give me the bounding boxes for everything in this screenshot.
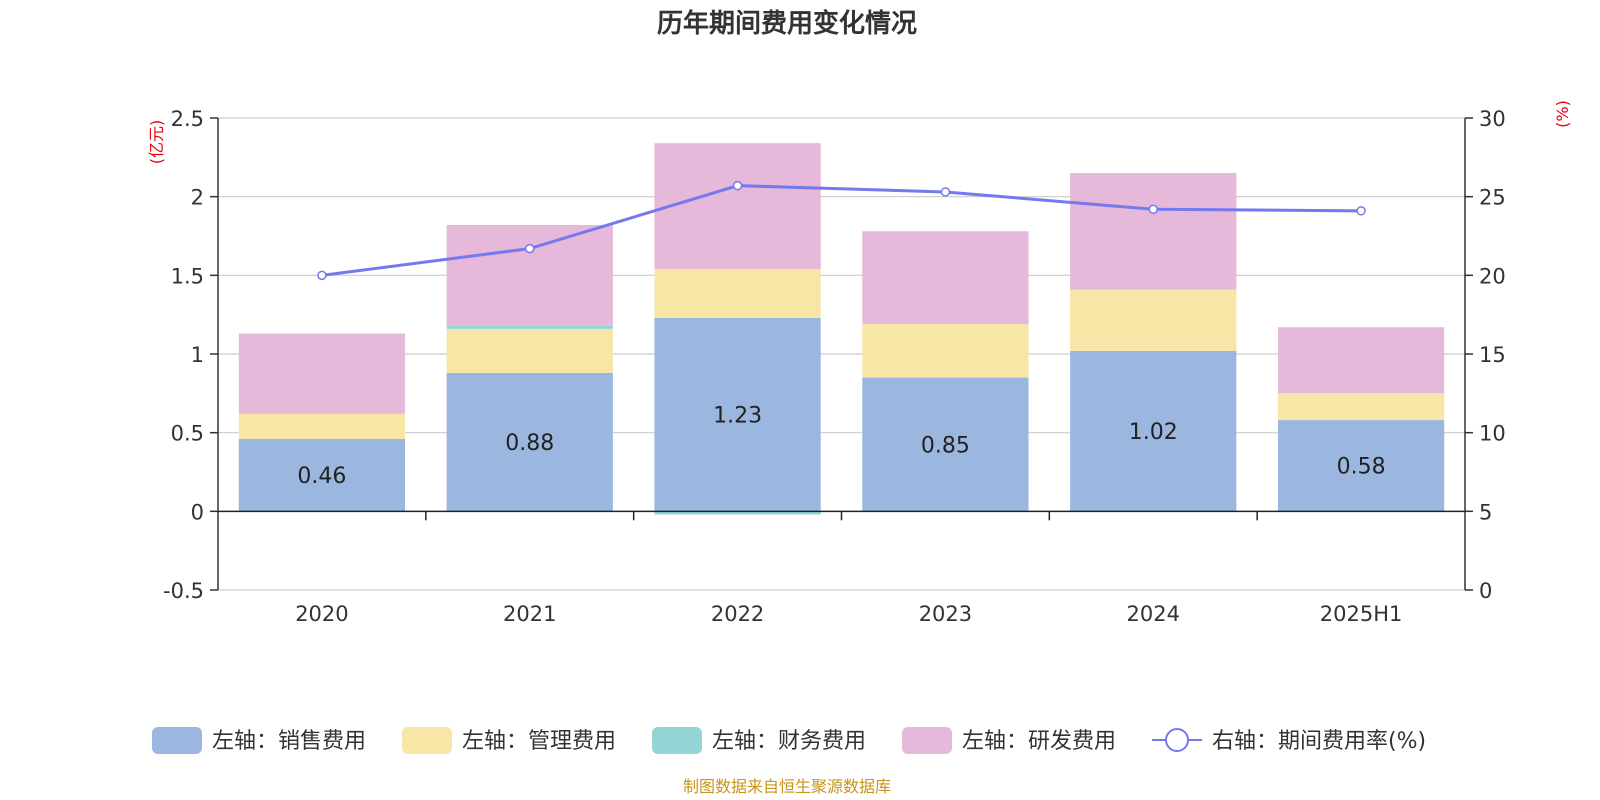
bar-segment: [446, 224, 613, 326]
right-axis-tick-label: 10: [1479, 422, 1506, 446]
grid-lines: [218, 117, 1465, 591]
bar-segment: [654, 143, 821, 270]
bar-data-label: 1.23: [713, 404, 762, 429]
legend-label: 左轴：管理费用: [462, 729, 616, 754]
axes: -0.5 0 0.5 1 1.5 2 2.5 0 5 10 15 20 25 30 2020 2021 2022…: [163, 107, 1506, 626]
rate-line-point: [525, 243, 535, 254]
bar-segment: [446, 325, 613, 329]
legend-swatch: [152, 727, 202, 754]
bar-segment: [238, 438, 406, 512]
x-axis-tick-label: 2023: [919, 602, 972, 626]
left-axis-tick-label: 2: [191, 186, 204, 210]
left-axis-unit: (亿元): [147, 120, 166, 165]
bar-data-label: 0.88: [505, 431, 554, 456]
rate-line: [317, 180, 1366, 281]
x-axis-tick-label: 2020: [295, 602, 348, 626]
bar-segment: [862, 324, 1029, 378]
legend-label: 左轴：财务费用: [712, 729, 866, 754]
bar-data-label: 0.46: [297, 464, 346, 489]
bar-data-label: 0.58: [1337, 455, 1386, 480]
bar-segment: [1277, 327, 1445, 394]
right-axis-tick-label: 0: [1479, 579, 1492, 603]
chart-title: 历年期间费用变化情况: [657, 8, 917, 39]
left-axis-tick-label: 2.5: [171, 107, 204, 131]
bar-segment: [1070, 350, 1237, 512]
rate-line-path: [321, 184, 1362, 277]
legend-swatch-marker: [1165, 728, 1189, 752]
legend-swatch: [652, 727, 702, 754]
rate-line-point: [732, 180, 743, 191]
left-axis-tick-label: 1: [191, 343, 204, 367]
bar-segment: [1070, 173, 1237, 290]
rate-line-point: [1356, 206, 1366, 216]
bars: [238, 143, 1445, 515]
x-axis-tick-label: 2022: [711, 602, 764, 626]
x-axis-tick-label: 2021: [503, 602, 556, 626]
left-axis-tick-label: 0: [191, 500, 204, 524]
bar-segment: [1277, 393, 1445, 421]
left-axis-tick-label: 0.5: [171, 422, 204, 446]
legend-swatch: [402, 727, 452, 754]
rate-line-point: [940, 187, 951, 197]
right-axis-tick-label: 15: [1479, 343, 1506, 367]
x-axis-tick-label: 2024: [1127, 602, 1180, 626]
bar-segment: [238, 413, 406, 439]
bar-segment: [238, 333, 406, 414]
left-axis-tick-label: 1.5: [171, 264, 204, 288]
bar-data-label: 1.02: [1129, 420, 1178, 445]
rate-line-point: [317, 270, 327, 281]
x-axis-tick-label: 2025H1: [1320, 602, 1403, 626]
source-note: 制图数据来自恒生聚源数据库: [683, 777, 891, 796]
bar-data-label: 0.85: [921, 433, 970, 458]
bar-segment: [654, 269, 821, 318]
right-axis-tick-label: 5: [1479, 500, 1492, 524]
legend-label: 左轴：研发费用: [962, 729, 1116, 754]
legend-label: 右轴：期间费用率(%): [1212, 729, 1426, 754]
right-axis-tick-label: 30: [1479, 107, 1506, 131]
rate-line-point: [1148, 204, 1158, 215]
legend: 左轴：销售费用 左轴：管理费用 左轴：财务费用 左轴：研发费用 右轴：期间费用率(%): [152, 727, 1426, 754]
legend-swatch: [902, 727, 952, 754]
left-axis-tick-label: -0.5: [163, 579, 204, 603]
bar-segment: [446, 328, 613, 373]
bar-segment: [1277, 420, 1445, 512]
legend-label: 左轴：销售费用: [212, 729, 366, 754]
bar-segment: [446, 372, 613, 512]
bar-segment: [862, 377, 1029, 512]
right-axis-tick-label: 20: [1479, 264, 1506, 288]
bar-segment: [1070, 289, 1237, 351]
right-axis-unit: (%): [1553, 100, 1572, 128]
bar-segment: [654, 317, 821, 512]
bar-segment: [654, 511, 821, 515]
data-labels: 0.46 0.88 1.23 0.85 1.02 0.58: [297, 404, 1385, 490]
right-axis-tick-label: 25: [1479, 186, 1506, 210]
bar-segment: [862, 231, 1029, 325]
